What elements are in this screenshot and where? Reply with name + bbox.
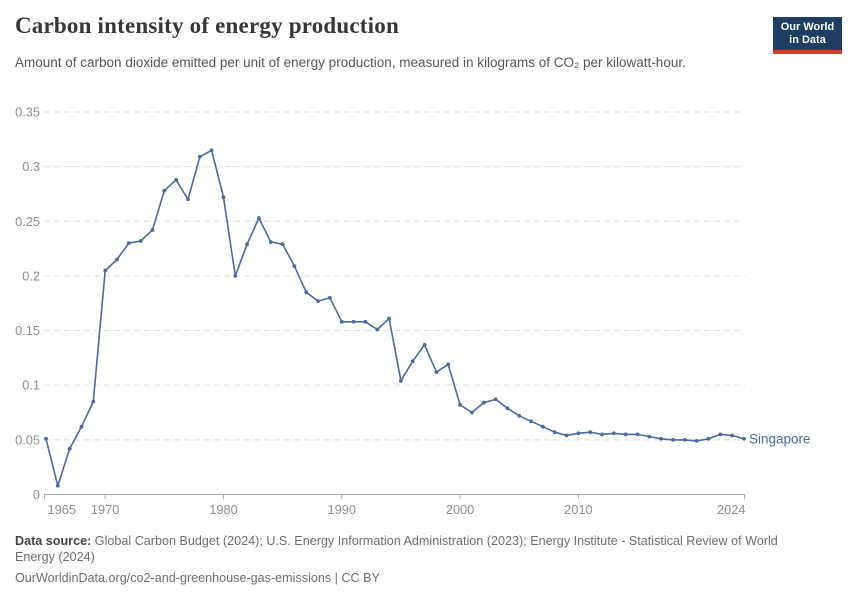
- attribution-line: OurWorldinData.org/co2-and-greenhouse-ga…: [15, 570, 783, 586]
- data-point[interactable]: [245, 242, 250, 247]
- data-point[interactable]: [564, 433, 569, 438]
- data-point[interactable]: [257, 216, 261, 220]
- data-point[interactable]: [150, 228, 155, 232]
- data-point[interactable]: [55, 483, 60, 488]
- data-point[interactable]: [328, 295, 332, 300]
- data-point[interactable]: [694, 439, 699, 443]
- y-tick-label: 0.25: [15, 214, 40, 229]
- data-point[interactable]: [623, 432, 628, 437]
- data-point[interactable]: [268, 240, 273, 244]
- data-source-line: Data source: Global Carbon Budget (2024)…: [15, 533, 783, 565]
- page-title: Carbon intensity of energy production: [15, 13, 399, 38]
- data-point[interactable]: [387, 316, 391, 321]
- data-point[interactable]: [304, 290, 309, 295]
- data-point[interactable]: [67, 446, 72, 451]
- data-point[interactable]: [410, 359, 415, 364]
- x-tick-label: 1965: [48, 502, 76, 517]
- y-tick-label: 0.1: [22, 378, 40, 393]
- data-point[interactable]: [138, 239, 143, 243]
- data-point[interactable]: [612, 431, 616, 436]
- data-point[interactable]: [682, 438, 687, 442]
- data-point[interactable]: [103, 268, 108, 273]
- data-point[interactable]: [363, 319, 368, 324]
- data-point[interactable]: [399, 378, 403, 383]
- data-point[interactable]: [517, 413, 522, 418]
- license-link[interactable]: CC BY: [341, 571, 380, 586]
- data-point[interactable]: [209, 148, 214, 153]
- data-point[interactable]: [470, 410, 474, 415]
- data-point[interactable]: [635, 432, 640, 437]
- x-tick-label: 1990: [328, 502, 356, 517]
- data-point[interactable]: [446, 362, 451, 367]
- data-point[interactable]: [588, 430, 593, 435]
- data-point[interactable]: [600, 432, 604, 437]
- data-point[interactable]: [280, 242, 285, 247]
- data-point[interactable]: [91, 399, 96, 404]
- x-tick-label: 2010: [564, 502, 592, 517]
- data-point[interactable]: [742, 436, 746, 441]
- data-point[interactable]: [115, 257, 119, 262]
- data-point[interactable]: [576, 431, 581, 436]
- data-point[interactable]: [221, 195, 226, 200]
- data-point[interactable]: [126, 241, 131, 246]
- x-tick-label: 2024: [717, 502, 745, 517]
- data-point[interactable]: [292, 264, 297, 268]
- owid-logo[interactable]: Our World in Data: [773, 17, 842, 54]
- separator: |: [331, 571, 342, 586]
- singapore-line-series[interactable]: [45, 149, 745, 487]
- y-tick-label: 0: [33, 487, 40, 502]
- owid-logo-text: Our World in Data: [773, 17, 842, 50]
- y-tick-label: 0.15: [15, 323, 40, 338]
- data-point[interactable]: [541, 424, 545, 429]
- data-point[interactable]: [316, 299, 320, 303]
- data-point[interactable]: [671, 438, 675, 442]
- data-point[interactable]: [493, 397, 498, 402]
- owid-url-link[interactable]: OurWorldinData.org/co2-and-greenhouse-ga…: [15, 571, 332, 586]
- y-tick-label: 0.05: [15, 432, 40, 447]
- owid-logo-line2: in Data: [789, 33, 826, 46]
- data-point[interactable]: [718, 432, 723, 437]
- singapore-markers[interactable]: [44, 148, 746, 488]
- chart-footer: Data source: Global Carbon Budget (2024)…: [15, 533, 783, 586]
- data-point[interactable]: [552, 430, 557, 435]
- data-point[interactable]: [434, 370, 439, 374]
- data-point[interactable]: [79, 424, 84, 429]
- y-tick-label: 0.3: [22, 159, 40, 174]
- x-tick-label: 1970: [91, 502, 119, 517]
- data-point[interactable]: [481, 400, 486, 405]
- data-source-text: Global Carbon Budget (2024); U.S. Energy…: [15, 534, 778, 565]
- y-tick-label: 0.2: [22, 268, 40, 283]
- owid-logo-line1: Our World: [780, 21, 835, 33]
- data-point[interactable]: [422, 342, 427, 347]
- data-point[interactable]: [339, 319, 344, 324]
- data-point[interactable]: [186, 197, 190, 202]
- data-point[interactable]: [659, 436, 664, 441]
- data-point[interactable]: [647, 434, 652, 439]
- line-chart[interactable]: 0 0.05 0.1 0.15 0.2 0.25 0.3 0.35 1965 1970 1980 19…: [0, 100, 850, 532]
- data-point[interactable]: [505, 406, 510, 411]
- data-point[interactable]: [706, 436, 711, 441]
- data-point[interactable]: [197, 154, 202, 159]
- x-tick-label: 2000: [446, 502, 474, 517]
- x-tick-label: 1980: [209, 502, 237, 517]
- data-point[interactable]: [458, 403, 462, 407]
- data-point[interactable]: [351, 319, 356, 324]
- data-source-label: Data source:: [15, 534, 92, 548]
- data-point[interactable]: [162, 188, 167, 193]
- entity-label-singapore[interactable]: Singapore: [749, 431, 811, 446]
- data-point[interactable]: [174, 177, 179, 182]
- chart-subtitle: Amount of carbon dioxide emitted per uni…: [15, 55, 686, 70]
- owid-logo-accent-bar: [773, 49, 842, 54]
- data-point[interactable]: [730, 433, 735, 438]
- data-point[interactable]: [233, 274, 238, 278]
- y-tick-label: 0.35: [15, 105, 40, 120]
- data-point[interactable]: [375, 327, 380, 332]
- data-point[interactable]: [44, 436, 48, 441]
- data-point[interactable]: [529, 419, 533, 424]
